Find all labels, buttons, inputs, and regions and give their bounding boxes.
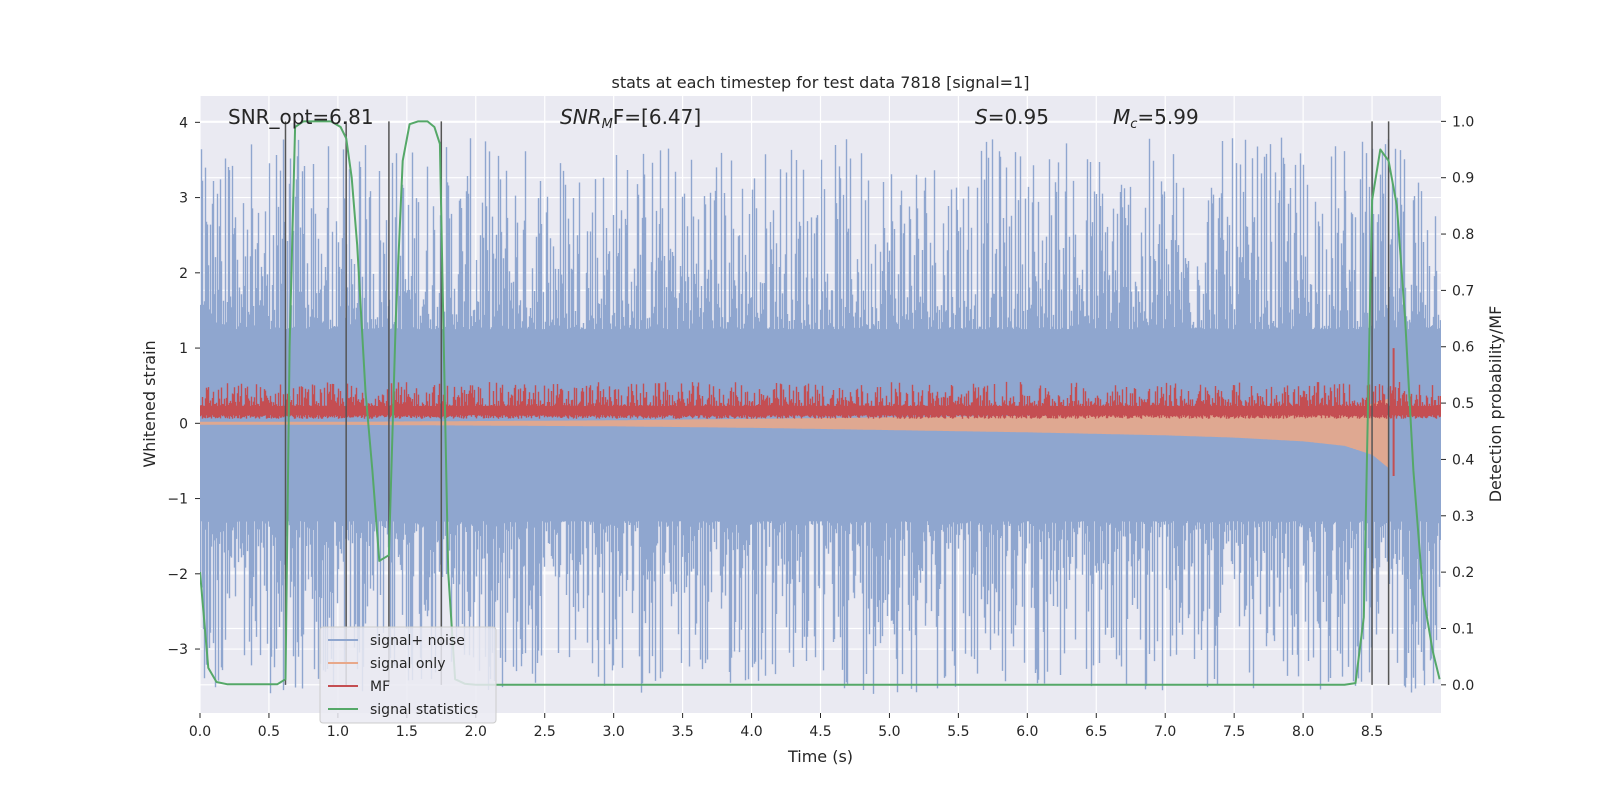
legend-label-signal-only: signal only bbox=[370, 656, 445, 672]
y-right-tick-label: 0.1 bbox=[1452, 621, 1474, 637]
x-tick-label: 5.5 bbox=[947, 724, 969, 740]
x-tick-label: 6.0 bbox=[1016, 724, 1038, 740]
data-layer bbox=[200, 120, 1441, 694]
y-right-tick-label: 0.6 bbox=[1452, 340, 1474, 356]
chart-title: stats at each timestep for test data 781… bbox=[611, 73, 1029, 92]
y-right-tick-label: 0.5 bbox=[1452, 396, 1474, 412]
y-right-tick-label: 0.8 bbox=[1452, 227, 1474, 243]
x-tick-label: 3.5 bbox=[671, 724, 693, 740]
y-right-axis-label: Detection probability/MF bbox=[1486, 306, 1505, 503]
x-tick-label: 7.0 bbox=[1154, 724, 1176, 740]
legend: signal+ noise signal only MF signal stat… bbox=[319, 626, 497, 724]
x-tick-label: 8.5 bbox=[1361, 724, 1383, 740]
y-right-tick-label: 0.4 bbox=[1452, 452, 1474, 468]
x-tick-label: 3.0 bbox=[603, 724, 625, 740]
y-right-tick-label: 0.7 bbox=[1452, 283, 1474, 299]
annotation-snr-opt: SNR_opt=6.81 bbox=[228, 105, 374, 129]
x-tick-label: 5.0 bbox=[878, 724, 900, 740]
x-tick-label: 0.5 bbox=[258, 724, 280, 740]
annotation-s: S=0.95 bbox=[975, 105, 1049, 129]
x-tick-label: 8.0 bbox=[1292, 724, 1314, 740]
annotation-mc: Mc=5.99 bbox=[1113, 105, 1199, 132]
y-tick-label: 3 bbox=[179, 191, 188, 207]
y-right-tick-label: 1.0 bbox=[1452, 114, 1474, 130]
y-tick-label: −2 bbox=[167, 567, 188, 583]
annotations: SNR_opt=6.81 SNRMF=[6.47] S=0.95 Mc=5.99 bbox=[228, 105, 1199, 132]
legend-label-mf: MF bbox=[370, 679, 390, 695]
signal-only-series bbox=[200, 398, 1390, 468]
legend-label-signal-statistics: signal statistics bbox=[370, 702, 478, 718]
x-tick-label: 6.5 bbox=[1085, 724, 1107, 740]
y-tick-label: 0 bbox=[179, 416, 188, 432]
x-tick-label: 4.5 bbox=[809, 724, 831, 740]
y-tick-label: 2 bbox=[179, 266, 188, 282]
y-right-tick-label: 0.9 bbox=[1452, 171, 1474, 187]
legend-box bbox=[319, 626, 497, 724]
y-tick-label: −1 bbox=[167, 492, 188, 508]
x-tick-label: 2.0 bbox=[465, 724, 487, 740]
y-tick-label: 4 bbox=[179, 115, 188, 131]
x-tick-label: 7.5 bbox=[1223, 724, 1245, 740]
axes: 0.0 0.5 1.0 1.5 2.0 2.5 3.0 3.5 4.0 4.5 5.0 5.5 6.0 6… bbox=[167, 114, 1474, 740]
x-tick-label: 2.5 bbox=[534, 724, 556, 740]
mf-series bbox=[200, 381, 1441, 419]
legend-label-signal-noise: signal+ noise bbox=[370, 633, 465, 649]
x-tick-label: 0.0 bbox=[189, 724, 211, 740]
x-tick-label: 4.0 bbox=[740, 724, 762, 740]
y-right-tick-label: 0.0 bbox=[1452, 678, 1474, 694]
y-right-tick-label: 0.3 bbox=[1452, 509, 1474, 525]
annotation-snr-mf: SNRMF=[6.47] bbox=[560, 105, 701, 132]
y-tick-label: 1 bbox=[179, 341, 188, 357]
x-tick-label: 1.5 bbox=[396, 724, 418, 740]
x-axis-label: Time (s) bbox=[787, 747, 853, 766]
y-axis-label: Whitened strain bbox=[140, 340, 159, 467]
y-tick-label: −3 bbox=[167, 642, 188, 658]
y-right-tick-label: 0.2 bbox=[1452, 565, 1474, 581]
signal-statistics-series bbox=[200, 120, 1441, 686]
x-tick-label: 1.0 bbox=[327, 724, 349, 740]
